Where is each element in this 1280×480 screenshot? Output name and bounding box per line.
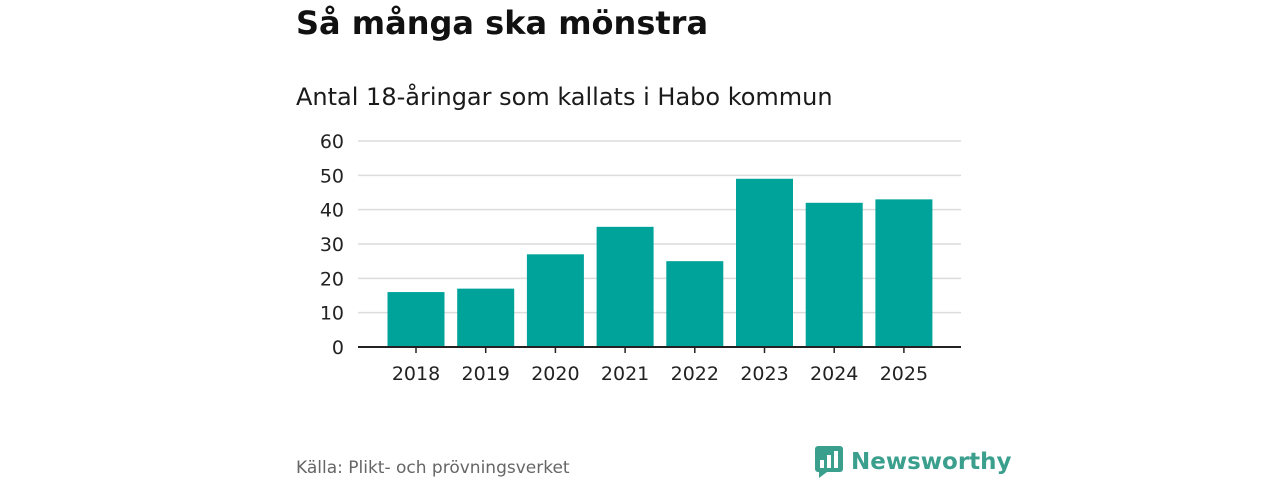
bar-2025 [875, 199, 933, 347]
bar-2018 [387, 292, 445, 347]
tick-labels: 0 10 20 30 40 50 60 2018 2019 2020 2021 2022 2023 202… [320, 131, 928, 385]
y-tick-label: 40 [320, 200, 344, 222]
bar-chart: 0 10 20 30 40 50 60 2018 2019 2020 2021 2022 2023 202… [320, 131, 961, 385]
x-tick-label: 2023 [740, 363, 788, 385]
source-note: Källa: Plikt- och prövningsverket [296, 458, 570, 478]
newsworthy-logo-icon [815, 446, 843, 478]
grid-lines [358, 140, 961, 314]
bar-2020 [526, 254, 584, 347]
y-tick-label: 30 [320, 234, 344, 256]
bar-2021 [596, 226, 654, 347]
bars [387, 178, 933, 347]
bar-2022 [666, 261, 724, 347]
x-tick-label: 2024 [810, 363, 858, 385]
y-tick-label: 50 [320, 165, 344, 187]
axes [358, 346, 961, 353]
brand-logo: Newsworthy [815, 446, 1012, 478]
x-tick-label: 2021 [601, 363, 649, 385]
y-tick-label: 60 [320, 131, 344, 153]
y-tick-label: 0 [332, 337, 344, 359]
x-tick-label: 2025 [880, 363, 928, 385]
brand-name: Newsworthy [851, 449, 1012, 475]
bar-2023 [736, 178, 793, 347]
x-tick-label: 2022 [671, 363, 719, 385]
x-tick-label: 2019 [462, 363, 510, 385]
bar-2019 [457, 288, 515, 347]
bar-2024 [805, 202, 863, 347]
x-tick-label: 2020 [531, 363, 579, 385]
x-tick-label: 2018 [392, 363, 440, 385]
chart-title: Så många ska mönstra [296, 4, 709, 42]
chart-subtitle: Antal 18-åringar som kallats i Habo komm… [296, 83, 833, 111]
y-tick-label: 10 [320, 303, 344, 325]
y-tick-label: 20 [320, 268, 344, 290]
